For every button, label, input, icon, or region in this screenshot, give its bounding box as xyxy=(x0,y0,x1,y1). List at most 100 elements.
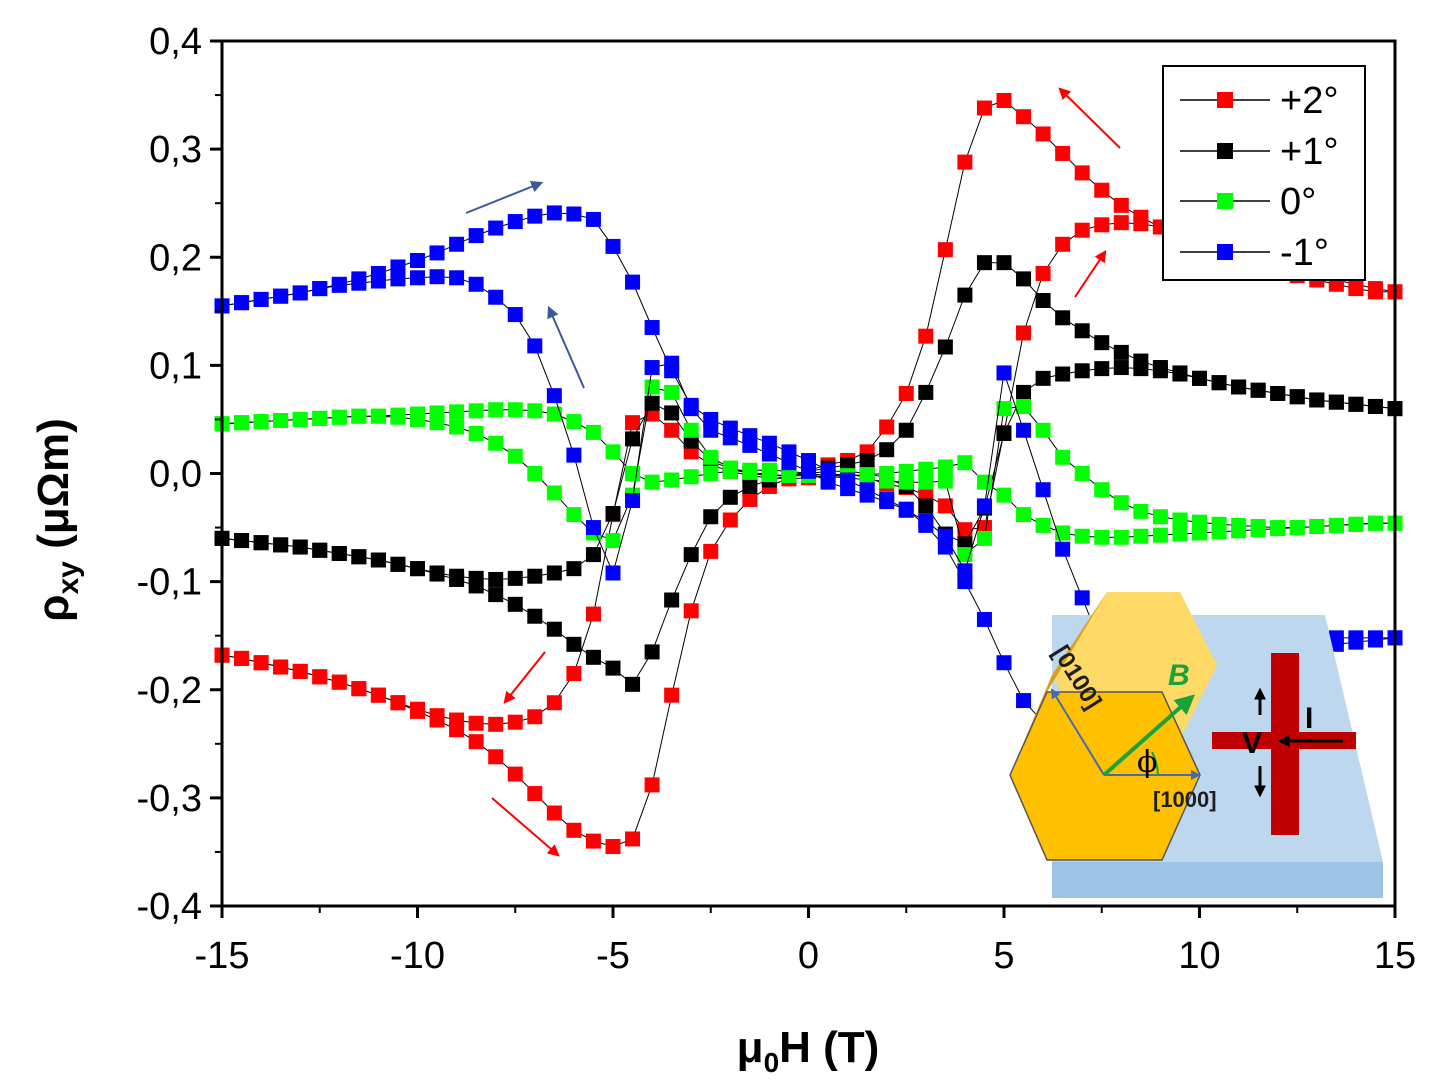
series-2-point xyxy=(1270,521,1286,537)
series-2-point xyxy=(937,473,953,489)
series-0-point xyxy=(546,805,562,821)
series-2-point xyxy=(449,404,465,420)
series-1-point xyxy=(390,556,406,572)
series-0-point xyxy=(957,154,973,170)
series-0-point xyxy=(1113,197,1129,213)
series-0-point xyxy=(976,100,992,116)
series-0-point xyxy=(1074,165,1090,181)
x-tick-label: 5 xyxy=(993,935,1014,977)
series-1-point xyxy=(996,255,1012,271)
series-1-point xyxy=(370,552,386,568)
series-2-point xyxy=(566,507,582,523)
series-1-point xyxy=(644,644,660,660)
y-tick-label: 0,2 xyxy=(149,237,202,279)
series-2-point xyxy=(370,408,386,424)
field-b-arrow xyxy=(1102,694,1195,777)
series-1-point xyxy=(488,571,504,587)
series-0-point xyxy=(898,385,914,401)
series-3-point xyxy=(625,493,641,509)
series-0-point xyxy=(312,669,328,685)
series-2-point xyxy=(722,463,738,479)
series-1-point xyxy=(664,405,680,421)
series-0-point xyxy=(1016,109,1032,125)
series-1-point xyxy=(1035,370,1051,386)
series-1-point xyxy=(546,621,562,637)
legend-label: 0° xyxy=(1280,181,1316,223)
series-3-point xyxy=(761,446,777,462)
series-2-point xyxy=(1016,507,1032,523)
series-2-point xyxy=(546,485,562,501)
series-2-point xyxy=(1152,527,1168,543)
series-0-point xyxy=(234,650,250,666)
series-3-point xyxy=(546,388,562,404)
series-2-point xyxy=(996,401,1012,417)
series-1-point xyxy=(1074,363,1090,379)
series-3-point xyxy=(918,513,934,529)
series-3-point xyxy=(429,269,445,285)
series-2-point xyxy=(1231,523,1247,539)
series-3-point xyxy=(449,236,465,252)
series-1-point xyxy=(585,649,601,665)
series-0-point xyxy=(468,734,484,750)
series-1-point xyxy=(1055,310,1071,326)
series-0-point xyxy=(722,512,738,528)
current-i-label: I xyxy=(1305,702,1313,735)
series-2-point xyxy=(625,466,641,481)
angle-arc xyxy=(1151,751,1159,776)
series-3-point xyxy=(507,214,523,230)
series-2-point xyxy=(761,462,777,478)
series-2-point xyxy=(644,379,660,395)
series-3-point xyxy=(566,447,582,463)
series-0-point xyxy=(644,777,660,793)
series-3-point xyxy=(585,520,601,536)
series-2-point xyxy=(918,461,934,477)
series-1-point xyxy=(703,509,719,525)
series-0-point xyxy=(390,695,406,711)
legend-marker xyxy=(1217,92,1233,108)
series-1-point xyxy=(605,660,621,676)
series-2-point xyxy=(976,530,992,546)
series-3-point xyxy=(410,270,425,286)
series-1-point xyxy=(976,255,992,271)
legend-marker xyxy=(1217,193,1233,209)
y-axis-title: ρxy (μΩm) xyxy=(29,418,85,621)
series-1-point xyxy=(1133,361,1149,377)
series-2-point xyxy=(546,406,562,422)
x-tick-label: -5 xyxy=(596,935,630,977)
series-3-point xyxy=(976,611,992,627)
series-2-point xyxy=(1309,518,1325,534)
series-0-point xyxy=(1055,145,1071,161)
series-0-point xyxy=(683,603,699,619)
series-3-point xyxy=(742,437,758,453)
series-1-point xyxy=(253,535,269,551)
series-1-point xyxy=(918,384,934,400)
arrow-red-lower-left xyxy=(491,797,560,857)
series-3-point xyxy=(664,355,680,371)
series-2-point xyxy=(468,403,484,419)
series-2-point xyxy=(996,487,1012,503)
series-2-point xyxy=(1016,398,1032,414)
series-1-point xyxy=(1309,392,1325,408)
series-1-point xyxy=(1172,366,1188,382)
y-tick-label: -0,2 xyxy=(137,670,202,712)
arrow-red-mid-left xyxy=(503,651,546,704)
y-tick-label: -0,1 xyxy=(137,562,202,604)
series-3-point xyxy=(976,498,992,514)
series-2-point xyxy=(976,474,992,490)
series-3-point xyxy=(625,274,641,290)
sample-geometry-inset: [0100] [1000] B ϕ I V xyxy=(1009,592,1383,898)
series-1-point xyxy=(1289,389,1305,405)
series-3-point xyxy=(410,252,425,268)
series-3-point xyxy=(527,338,543,354)
series-2-point xyxy=(664,472,680,488)
series-2-point xyxy=(957,455,973,471)
series-1-point xyxy=(488,587,504,603)
series-0-point xyxy=(253,655,269,671)
series-2-point xyxy=(1094,529,1110,545)
series-3-point xyxy=(996,365,1012,381)
series-0-point xyxy=(331,674,347,690)
y-tick-label: 0,4 xyxy=(149,21,202,63)
series-1-point xyxy=(898,422,914,438)
series-3-point xyxy=(1035,482,1051,498)
series-2-point xyxy=(742,462,758,478)
